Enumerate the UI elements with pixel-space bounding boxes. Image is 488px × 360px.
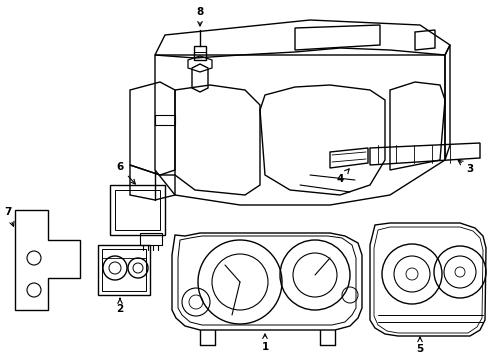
Text: 4: 4 [336,169,348,184]
Text: 7: 7 [4,207,14,226]
Text: 6: 6 [116,162,135,184]
Text: 5: 5 [415,337,423,354]
Text: 1: 1 [261,334,268,352]
Text: 8: 8 [196,7,203,26]
Text: 3: 3 [457,160,473,174]
Text: 2: 2 [116,298,123,314]
